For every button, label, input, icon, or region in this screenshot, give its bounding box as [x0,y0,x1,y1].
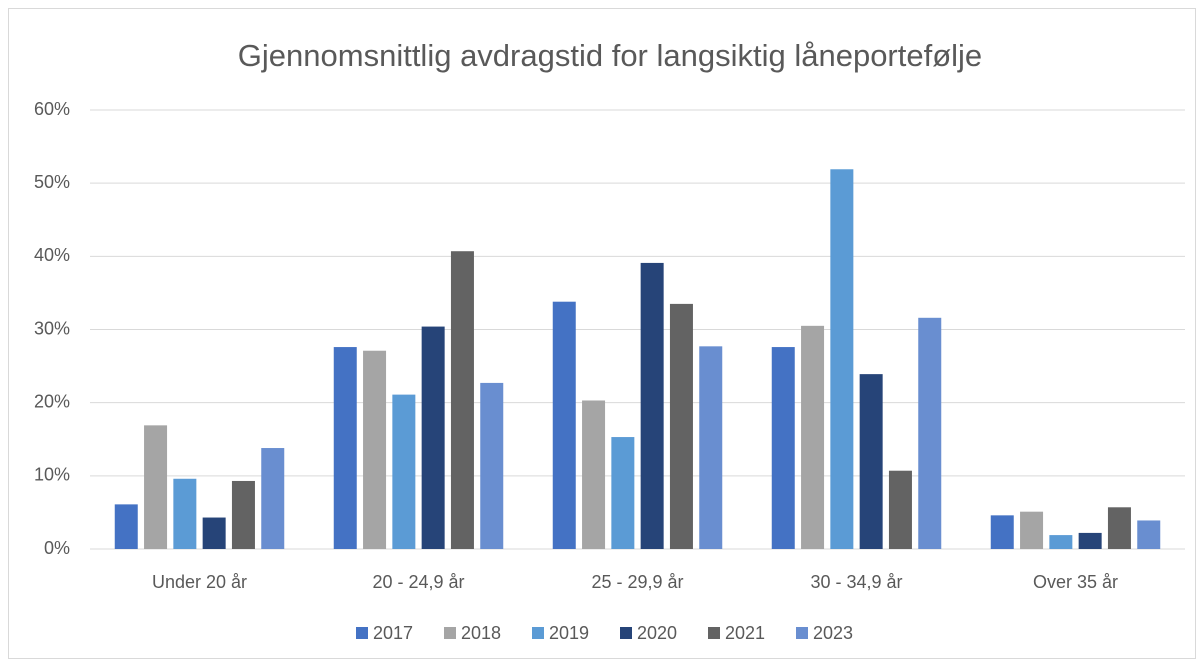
chart-title: Gjennomsnittlig avdragstid for langsikti… [238,38,982,73]
legend-label: 2019 [549,623,589,643]
bar [1078,532,1102,549]
legend-label: 2017 [373,623,413,643]
x-tick-label: 20 - 24,9 år [372,572,464,592]
bar [771,347,795,549]
y-tick-label: 20% [34,391,70,411]
chart-border [8,8,1196,659]
x-tick-label: Over 35 år [1033,572,1118,592]
legend-swatch [708,627,720,639]
y-tick-label: 10% [34,465,70,485]
bar [261,448,285,549]
bar [801,325,825,549]
bar [450,251,474,549]
y-tick-label: 30% [34,318,70,338]
bar [392,394,416,549]
x-tick-label: 25 - 29,9 år [591,572,683,592]
legend-swatch [356,627,368,639]
bar [888,470,912,549]
legend-label: 2021 [725,623,765,643]
bar [859,374,883,549]
y-tick-label: 0% [44,538,70,558]
legend-label: 2020 [637,623,677,643]
bar [480,382,504,549]
legend-swatch [532,627,544,639]
legend-swatch [620,627,632,639]
bar [114,504,138,549]
bar [421,326,445,549]
bar [144,425,168,549]
bar [231,480,255,549]
y-tick-label: 40% [34,245,70,265]
bar [202,517,226,549]
x-tick-label: 30 - 34,9 år [810,572,902,592]
bar [640,262,664,549]
bar [990,515,1014,549]
y-tick-label: 50% [34,172,70,192]
legend-swatch [796,627,808,639]
bar [611,437,635,549]
x-tick-label: Under 20 år [152,572,247,592]
bar [1049,535,1073,549]
bar [1107,507,1131,549]
bar [552,301,576,549]
bar [918,317,942,549]
bar [333,347,357,549]
bar [363,350,387,549]
bar [830,169,854,549]
bar [173,478,197,549]
bar [669,303,693,549]
legend-swatch [444,627,456,639]
legend-label: 2023 [813,623,853,643]
legend-label: 2018 [461,623,501,643]
bar [1020,511,1044,549]
bar [582,400,606,549]
y-tick-label: 60% [34,99,70,119]
bar [699,346,723,549]
bar [1137,520,1161,549]
